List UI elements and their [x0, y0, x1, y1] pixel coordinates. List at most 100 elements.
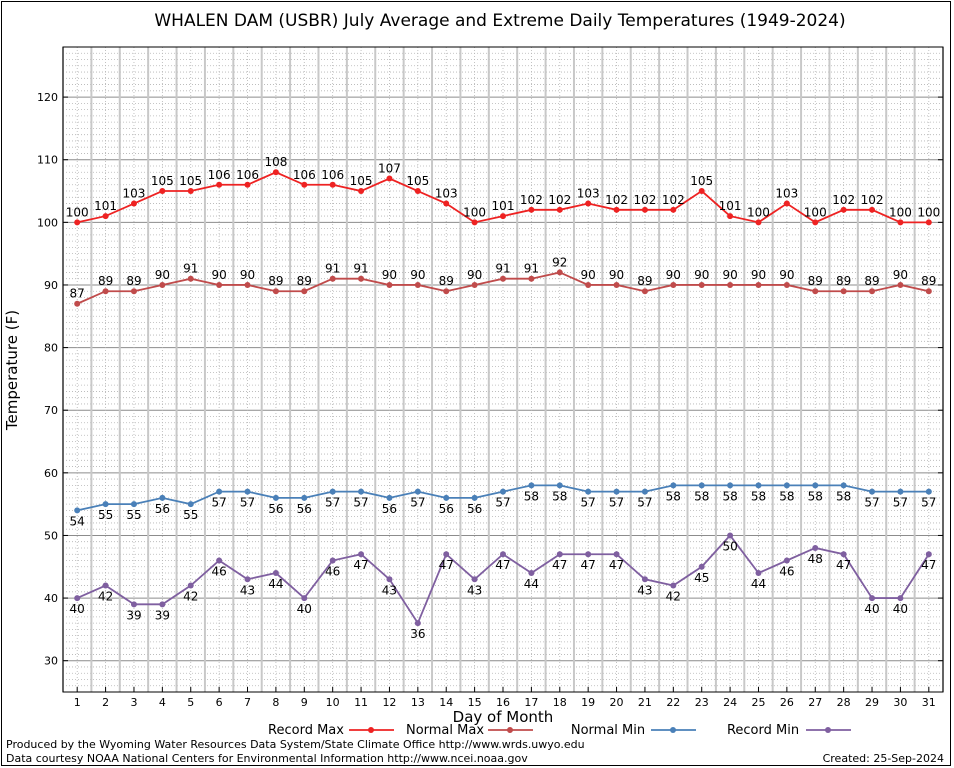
normal-min-data-label: 58	[751, 489, 766, 503]
record-max-point	[471, 219, 478, 226]
x-tick-label: 3	[130, 696, 137, 709]
record-min-data-label: 47	[836, 558, 851, 572]
normal-min-point	[528, 482, 535, 489]
x-tick-label: 25	[751, 696, 765, 709]
record-min-point	[755, 570, 762, 577]
normal-min-data-label: 58	[524, 489, 539, 503]
record-max-data-label: 105	[151, 174, 174, 188]
normal-min-data-label: 58	[779, 489, 794, 503]
normal-max-data-label: 91	[495, 262, 510, 276]
x-tick-label: 19	[581, 696, 595, 709]
record-min-data-label: 47	[609, 558, 624, 572]
legend-marker-normal-min	[670, 727, 676, 733]
record-min-point	[698, 563, 705, 570]
x-tick-label: 26	[780, 696, 794, 709]
normal-max-point	[500, 275, 506, 282]
y-tick-label: 40	[44, 592, 58, 605]
record-min-point	[897, 595, 904, 602]
x-tick-label: 29	[865, 696, 879, 709]
record-min-point	[471, 576, 478, 583]
record-min-point	[102, 582, 109, 589]
normal-max-point	[244, 281, 251, 288]
record-max-data-label: 101	[492, 199, 515, 213]
legend-label-record-min: Record Min	[727, 723, 799, 738]
normal-max-point	[670, 281, 677, 288]
normal-min-point	[159, 494, 166, 501]
record-max-point	[358, 188, 365, 195]
record-max-data-label: 103	[435, 187, 458, 201]
legend-label-normal-min: Normal Min	[571, 723, 645, 738]
normal-min-data-label: 55	[98, 508, 113, 522]
normal-max-point	[414, 281, 421, 288]
record-max-point	[641, 206, 648, 213]
record-max-data-label: 100	[804, 205, 827, 219]
record-min-point	[812, 544, 819, 551]
normal-min-point	[585, 488, 592, 495]
record-min-data-label: 42	[98, 590, 113, 604]
record-max-point	[869, 206, 876, 213]
normal-min-point	[471, 494, 478, 501]
normal-max-point	[130, 288, 137, 295]
y-tick-label: 30	[44, 655, 58, 668]
record-min-point	[925, 551, 932, 558]
normal-max-point	[528, 275, 535, 282]
x-tick-label: 13	[411, 696, 425, 709]
normal-max-point	[755, 281, 762, 288]
record-min-point	[272, 570, 279, 577]
record-min-point	[216, 557, 223, 564]
normal-max-data-label: 90	[779, 268, 794, 282]
normal-max-point	[74, 300, 81, 307]
normal-min-point	[301, 494, 308, 501]
record-min-data-label: 47	[495, 558, 510, 572]
x-tick-label: 24	[723, 696, 737, 709]
normal-max-data-label: 91	[183, 262, 198, 276]
record-min-data-label: 40	[893, 602, 908, 616]
record-min-point	[329, 557, 336, 564]
record-max-data-label: 100	[889, 205, 912, 219]
normal-min-point	[613, 488, 620, 495]
normal-min-point	[641, 488, 648, 495]
normal-max-data-label: 89	[126, 274, 141, 288]
normal-min-data-label: 56	[155, 502, 170, 516]
x-tick-label: 30	[893, 696, 907, 709]
y-tick-label: 100	[37, 216, 58, 229]
y-tick-label: 80	[44, 342, 58, 355]
normal-min-point	[755, 482, 762, 489]
normal-min-point	[698, 482, 705, 489]
record-max-data-label: 100	[917, 205, 940, 219]
x-tick-label: 2	[102, 696, 109, 709]
record-min-data-label: 50	[722, 539, 737, 553]
normal-max-data-label: 90	[666, 268, 681, 282]
normal-min-point	[783, 482, 790, 489]
normal-max-data-label: 89	[864, 274, 879, 288]
normal-min-data-label: 58	[694, 489, 709, 503]
normal-min-data-label: 57	[495, 496, 510, 510]
normal-min-data-label: 55	[183, 508, 198, 522]
footer-produced-by: Produced by the Wyoming Water Resources …	[6, 738, 585, 751]
normal-min-data-label: 57	[325, 496, 340, 510]
normal-min-point	[840, 482, 847, 489]
x-tick-label: 10	[326, 696, 340, 709]
record-min-data-label: 43	[637, 583, 652, 597]
record-min-point	[528, 570, 535, 577]
normal-min-data-label: 57	[864, 496, 879, 510]
record-max-data-label: 103	[775, 187, 798, 201]
record-min-data-label: 40	[70, 602, 85, 616]
record-max-point	[613, 206, 620, 213]
normal-min-data-label: 56	[268, 502, 283, 516]
y-tick-label: 110	[37, 154, 58, 167]
record-min-data-label: 42	[666, 590, 681, 604]
record-min-point	[556, 551, 563, 558]
normal-max-data-label: 90	[467, 268, 482, 282]
normal-min-data-label: 55	[126, 508, 141, 522]
normal-min-data-label: 56	[382, 502, 397, 516]
normal-max-data-label: 91	[524, 262, 539, 276]
x-tick-label: 11	[354, 696, 368, 709]
footer-created: Created: 25-Sep-2024	[822, 752, 944, 765]
normal-max-point	[216, 281, 223, 288]
record-min-point	[641, 576, 648, 583]
record-max-point	[585, 200, 592, 207]
normal-max-point	[471, 281, 478, 288]
normal-min-data-label: 58	[666, 489, 681, 503]
